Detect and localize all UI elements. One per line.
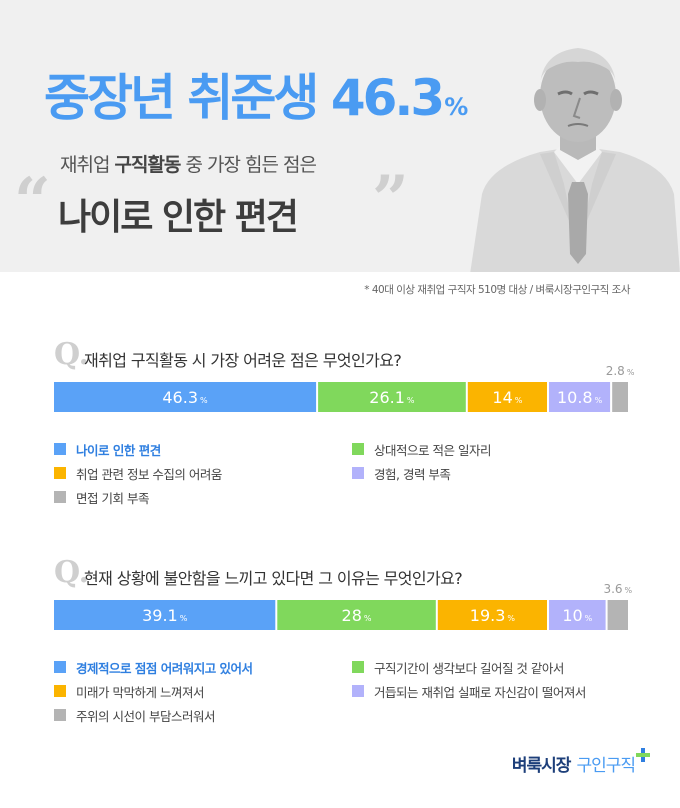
legend-label: 거듭되는 재취업 실패로 자신감이 떨어져서: [374, 684, 586, 700]
stacked-bar-1: 46.3% 26.1% 14% 10.8 %2.8%: [54, 364, 635, 412]
legend-item-4: 거듭되는 재취업 실패로 자신감이 떨어져서: [352, 682, 586, 700]
plus-icon: [636, 748, 650, 762]
legend-swatch: [54, 491, 66, 503]
legend-swatch: [352, 661, 364, 673]
legend-label: 주위의 시선이 부담스러워서: [76, 708, 215, 724]
headline: 중장년 취준생 46.3%: [44, 58, 468, 130]
bar-segment-1: [54, 382, 317, 412]
legend-label: 구직기간이 생각보다 길어질 것 같아서: [374, 660, 564, 676]
bar-segment-5: [612, 382, 628, 412]
bar-value-label-5: 2.8%: [606, 364, 635, 378]
bar-segment-3: [437, 600, 547, 630]
stacked-bar-chart-2: 39.1% 28% 19.3% 10% 3.6%: [54, 582, 633, 670]
legend-item-3: 미래가 막막하게 느껴져서: [54, 682, 204, 700]
legend-label: 면접 기회 부족: [76, 490, 149, 506]
legend-label: 상대적으로 적은 일자리: [374, 442, 491, 458]
brand-name-primary: 벼룩시장: [511, 755, 572, 776]
legend-swatch: [352, 467, 364, 479]
bar-value-label-3: 19.3%: [470, 606, 516, 625]
quote-close-mark: ”: [372, 162, 409, 237]
bar-segment-2: [277, 600, 436, 630]
brand-name-secondary: 구인구직: [576, 755, 636, 776]
legend-swatch: [352, 443, 364, 455]
legend-item-1: 경제적으로 점점 어려워지고 있어서: [54, 658, 253, 676]
stacked-bar-2: 39.1% 28% 19.3% 10 % 3.6%: [54, 582, 633, 630]
quote-open-mark: “: [14, 164, 51, 239]
bar-value-label-4: 10.8%: [557, 388, 603, 407]
legend-label: 취업 관련 정보 수집의 어려움: [76, 466, 222, 482]
bar-segment-3: [467, 382, 547, 412]
legend-swatch: [352, 685, 364, 697]
legend-swatch: [54, 467, 66, 479]
bar-segment-1: [54, 600, 276, 630]
subheadline: 재취업 구직활동 중 가장 힘든 점은: [60, 150, 317, 177]
question-text: 재취업 구직활동 시 가장 어려운 점은 무엇인가요?: [84, 351, 402, 370]
bar-segment-4: [549, 600, 606, 630]
legend-label: 미래가 막막하게 느껴져서: [76, 684, 204, 700]
subheadline-pre: 재취업: [60, 154, 115, 176]
bar-segment-4: [549, 382, 611, 412]
legend-item-4: 경험, 경력 부족: [352, 464, 451, 482]
legend-item-2: 구직기간이 생각보다 길어질 것 같아서: [352, 658, 564, 676]
bar-segment-5: [607, 600, 628, 630]
legend-item-1: 나이로 인한 편견: [54, 440, 161, 458]
headline-percent: %: [444, 93, 469, 121]
subheadline-post: 중 가장 힘든 점은: [180, 154, 316, 176]
question-mark: Q.: [54, 337, 90, 372]
legend-swatch: [54, 709, 66, 721]
bar-value-label-1: 39.1%: [142, 606, 188, 625]
stacked-bar-chart-1: 46.3% 26.1% 14% 10.8% 2.8%: [54, 364, 635, 452]
bar-value-label-2: 26.1%: [369, 388, 415, 407]
bar-value-label-5: 3.6%: [603, 582, 632, 596]
question-mark: Q.: [54, 555, 90, 590]
brand-logo: 벼룩시장 구인구직: [512, 748, 650, 778]
legend-item-5: 주위의 시선이 부담스러워서: [54, 706, 215, 724]
legend-item-5: 면접 기회 부족: [54, 488, 149, 506]
bar-value-label-1: 46.3%: [162, 388, 208, 407]
legend-swatch: [54, 661, 66, 673]
legend-swatch: [54, 685, 66, 697]
legend-swatch: [54, 443, 66, 455]
headline-text: 중장년 취준생 46.3: [44, 69, 445, 127]
question-text: 현재 상황에 불안함을 느끼고 있다면 그 이유는 무엇인가요?: [84, 569, 463, 588]
legend-label: 경제적으로 점점 어려워지고 있어서: [76, 660, 253, 676]
bar-segment-2: [318, 382, 466, 412]
survey-source-note: * 40대 이상 재취업 구직자 510명 대상 / 벼룩시장구인구직 조사: [364, 284, 630, 296]
legend-label: 나이로 인한 편견: [76, 442, 161, 458]
key-message: 나이로 인한 편견: [58, 197, 299, 238]
bar-value-label-2: 28%: [342, 606, 372, 625]
legend-item-2: 상대적으로 적은 일자리: [352, 440, 491, 458]
legend-item-3: 취업 관련 정보 수집의 어려움: [54, 464, 222, 482]
header-banner: 중장년 취준생 46.3% 재취업 구직활동 중 가장 힘든 점은 “ 나이로 …: [0, 0, 680, 272]
middle-aged-man-illustration: [470, 48, 680, 272]
bar-value-label-4: 10%: [562, 606, 592, 625]
subheadline-bold: 구직활동: [114, 154, 181, 176]
legend-label: 경험, 경력 부족: [374, 466, 451, 482]
bar-value-label-3: 14%: [492, 388, 522, 407]
